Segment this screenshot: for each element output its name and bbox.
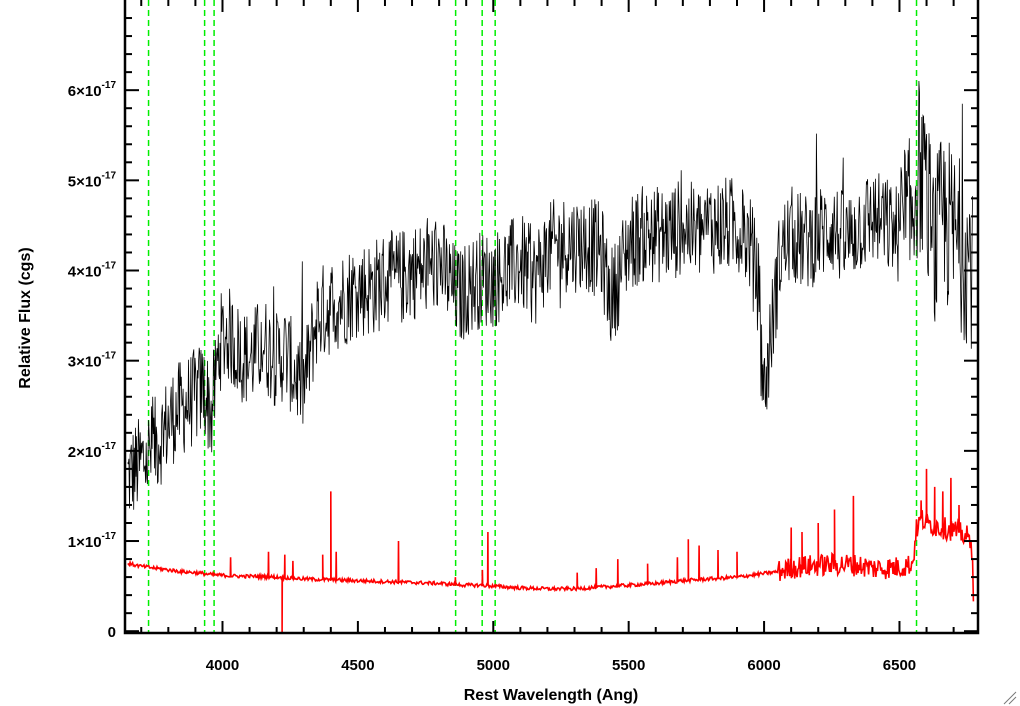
y-tick-exponent: -17 — [102, 170, 117, 181]
axes-box — [123, 0, 980, 635]
observed-spectrum-line — [127, 80, 973, 510]
y-tick-label-4: 4×10-17 — [68, 261, 117, 281]
x-tick-label-5500: 5500 — [612, 657, 645, 674]
y-tick-label-5: 5×10-17 — [68, 170, 117, 190]
x-tick-label-5000: 5000 — [477, 657, 510, 674]
series-layer — [127, 80, 975, 633]
y-tick-label-2: 2×10-17 — [68, 441, 117, 461]
plot-frame — [123, 0, 980, 635]
y-tick-exponent: -17 — [102, 531, 117, 542]
x-axis-title: Rest Wavelength (Ang) — [464, 687, 639, 704]
y-tick-label-1: 1×10-17 — [68, 531, 117, 551]
corner-resize-grip — [1003, 691, 1017, 705]
y-axis-title: Relative Flux (cgs) — [17, 247, 34, 388]
error-spectrum-line — [127, 468, 975, 633]
y-tick-mantissa: 1×10 — [68, 534, 102, 551]
y-tick-label-0: 0 — [108, 624, 116, 641]
x-tick-label-6000: 6000 — [747, 657, 780, 674]
tick-labels: 4000 4500 5000 5500 6000 650001×10-172×10-173… — [68, 80, 916, 674]
x-tick-label-4000: 4000 — [206, 657, 239, 674]
x-tick-label-6500: 6500 — [883, 657, 916, 674]
x-tick-label-4500: 4500 — [341, 657, 374, 674]
axis-ticks — [125, 0, 978, 633]
y-tick-mantissa: 5×10 — [68, 173, 102, 190]
y-tick-mantissa: 0 — [108, 624, 116, 641]
y-tick-exponent: -17 — [102, 441, 117, 452]
y-tick-mantissa: 6×10 — [68, 83, 102, 100]
y-tick-mantissa: 3×10 — [68, 354, 102, 371]
emission-line-markers — [147, 0, 918, 633]
y-tick-mantissa: 2×10 — [68, 444, 102, 461]
y-tick-mantissa: 4×10 — [68, 264, 102, 281]
y-tick-exponent: -17 — [102, 80, 117, 91]
y-tick-exponent: -17 — [102, 261, 117, 272]
y-tick-label-3: 3×10-17 — [68, 351, 117, 371]
y-tick-exponent: -17 — [102, 351, 117, 362]
y-tick-label-6: 6×10-17 — [68, 80, 117, 100]
